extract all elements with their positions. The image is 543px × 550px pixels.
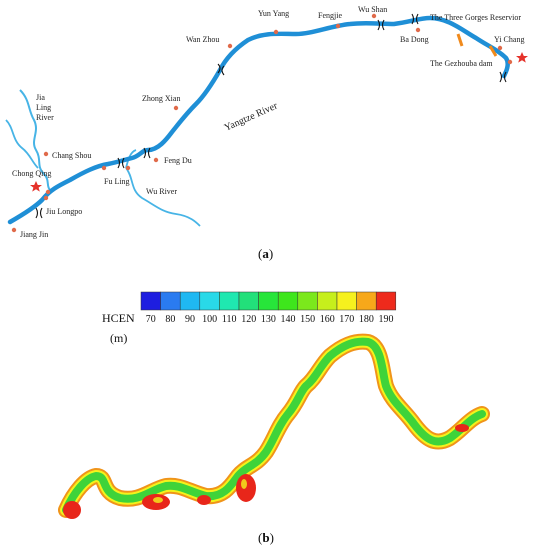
scale-swatch [375, 291, 397, 311]
label-three-gorges: The Three Gorges Reservior [430, 13, 521, 22]
bridge-icon [117, 157, 125, 169]
scale-tick-label: 170 [339, 314, 354, 325]
river-band-green [62, 337, 486, 514]
city-dot [371, 13, 377, 19]
scale-swatch [160, 291, 181, 311]
legend-unit: (m) [110, 331, 127, 345]
city-dot [153, 157, 159, 163]
deep-zone [236, 474, 256, 502]
label-yi-chang: Yi Chang [494, 35, 524, 44]
dam-icon [456, 33, 464, 47]
city-dot [43, 151, 49, 157]
scale-tick-label: 160 [320, 314, 335, 325]
bridge-icon [217, 63, 225, 76]
label-yun-yang: Yun Yang [258, 9, 289, 18]
panel-a-caption: (a) [258, 246, 273, 261]
label-feng-du: Feng Du [164, 156, 192, 165]
panel-b-map: 70 80 90 100 110 120 130 140 150 160 170 180 190 HCE… [58, 291, 490, 519]
city-markers [11, 13, 513, 233]
scale-tick-label: 140 [281, 314, 296, 325]
bridge-icon [143, 147, 151, 159]
label-wu-river: Wu River [146, 187, 177, 196]
color-scale-labels: 70 80 90 100 110 120 130 140 150 160 170 180 190 [146, 314, 394, 325]
legend-title: HCEN [102, 311, 135, 325]
city-dot [125, 165, 131, 171]
scale-swatch [336, 291, 357, 311]
yi-chang-star-icon [516, 52, 528, 63]
dam-icon [488, 45, 498, 57]
scale-swatch [297, 291, 318, 311]
scale-swatch [258, 291, 279, 311]
dam-markers [456, 33, 498, 57]
chong-qing-star-icon [30, 181, 42, 192]
bridge-icon [411, 13, 419, 25]
city-dot [273, 29, 279, 35]
bridge-icon [377, 19, 385, 31]
bridge-markers [35, 13, 507, 219]
label-chang-shou: Chang Shou [52, 151, 91, 160]
city-dot [173, 105, 179, 111]
wu-river [125, 167, 201, 227]
scale-swatch [219, 291, 240, 311]
scale-swatch [356, 291, 377, 311]
zone-core [241, 479, 247, 489]
jia-ling-river [19, 89, 51, 191]
scale-tick-label: 190 [379, 314, 394, 325]
label-fu-ling: Fu Ling [104, 177, 130, 186]
label-gezhouba: The Gezhouba dam [430, 59, 493, 68]
city-dot [335, 23, 341, 29]
scale-swatch [179, 291, 201, 311]
color-scale [140, 291, 397, 311]
label-wu-shan: Wu Shan [358, 5, 387, 14]
zone-core [153, 497, 163, 503]
label-wan-zhou: Wan Zhou [186, 35, 219, 44]
city-dot [11, 227, 17, 233]
label-jia-ling-3: River [36, 113, 54, 122]
label-chong-qing: Chong Qing [12, 169, 51, 178]
city-dot [227, 43, 233, 49]
label-ba-dong: Ba Dong [400, 35, 429, 44]
deep-zone-cores [153, 479, 247, 503]
city-dot [101, 165, 107, 171]
label-jia-ling-1: Jia [36, 93, 45, 102]
city-dot [497, 45, 503, 51]
scale-tick-label: 80 [165, 314, 175, 325]
scale-swatch [199, 291, 220, 311]
scale-tick-label: 120 [241, 314, 256, 325]
city-dot [507, 59, 513, 65]
scale-swatch [140, 291, 161, 311]
label-fengjie: Fengjie [318, 11, 342, 20]
city-dot [45, 189, 51, 195]
label-jiang-jin: Jiang Jin [20, 230, 48, 239]
label-zhong-xian: Zhong Xian [142, 94, 180, 103]
bridge-icon [35, 207, 43, 219]
scale-tick-label: 150 [300, 314, 315, 325]
scale-swatch [317, 291, 338, 311]
bridge-icon [499, 71, 507, 83]
deep-zone [197, 495, 211, 505]
scale-swatch [277, 291, 299, 311]
panel-b-caption: (b) [258, 530, 274, 545]
scale-tick-label: 180 [359, 314, 374, 325]
scale-tick-label: 110 [222, 314, 237, 325]
jia-ling-branch [5, 119, 39, 169]
yangtze-river [7, 15, 510, 225]
city-dot [43, 195, 49, 201]
panel-a-map: Jia Ling River Chang Shou Chong Qing Jiu… [5, 5, 528, 239]
label-jiu-longpo: Jiu Longpo [46, 207, 82, 216]
scale-tick-label: 70 [146, 314, 156, 325]
label-jia-ling-2: Ling [36, 103, 51, 112]
scale-tick-label: 100 [202, 314, 217, 325]
scale-tick-label: 90 [185, 314, 195, 325]
scale-tick-label: 130 [261, 314, 276, 325]
scale-swatch [238, 291, 259, 311]
deep-zone [455, 424, 469, 432]
city-dot [415, 27, 421, 33]
label-yangtze-river: Yangtze River [223, 100, 280, 134]
deep-zone [63, 501, 81, 519]
